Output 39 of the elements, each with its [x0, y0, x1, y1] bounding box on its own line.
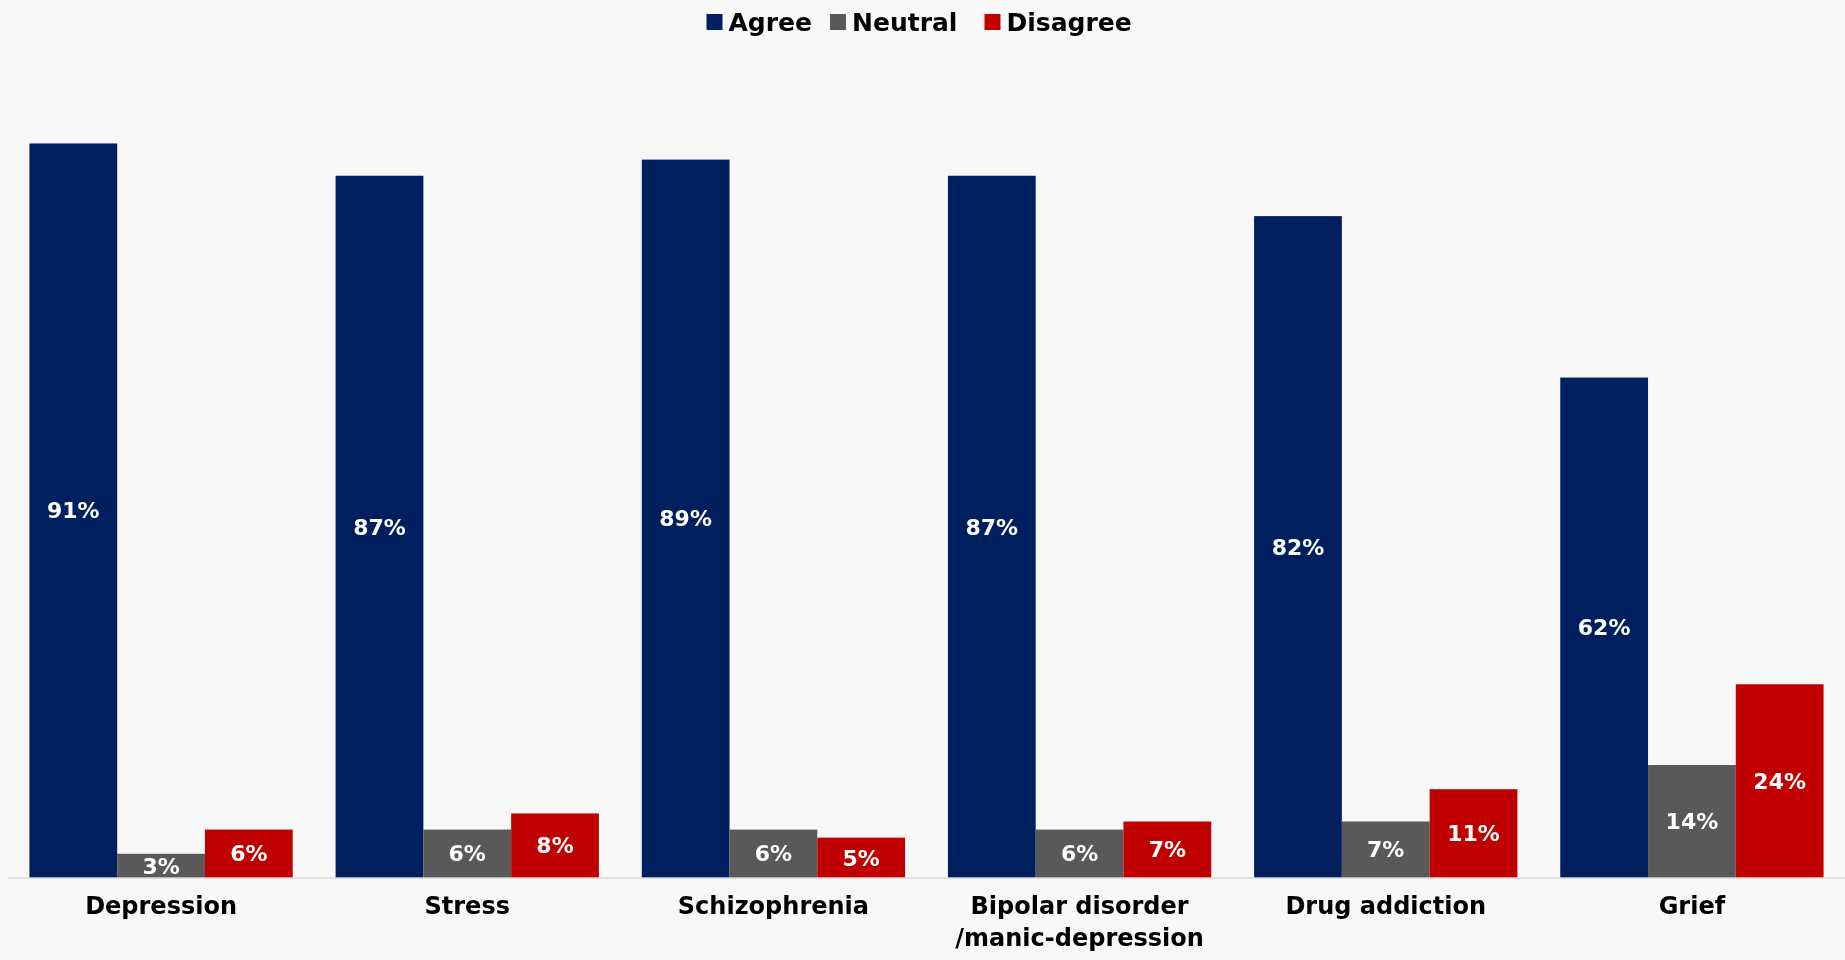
x-tick-label: Grief	[1658, 892, 1726, 920]
legend-label: Agree	[728, 7, 812, 37]
bar	[1735, 684, 1824, 878]
bar	[1560, 377, 1649, 878]
data-label: 87%	[353, 514, 406, 540]
data-label: 91%	[46, 498, 100, 524]
data-label: 62%	[1577, 615, 1631, 641]
data-label: 6%	[754, 841, 793, 867]
data-label: 7%	[1148, 837, 1187, 863]
bar	[641, 159, 730, 878]
data-label: 14%	[1665, 809, 1719, 835]
legend-label: Disagree	[1006, 7, 1132, 37]
bar	[947, 175, 1036, 878]
data-label: 89%	[659, 506, 712, 532]
data-label: 6%	[1060, 841, 1099, 867]
bar	[1254, 216, 1342, 878]
bar	[511, 813, 599, 878]
x-tick-label: Stress	[424, 892, 510, 920]
x-tick-label: Drug addiction	[1285, 892, 1487, 920]
data-label: 24%	[1753, 768, 1807, 794]
legend-label: Neutral	[852, 7, 958, 37]
data-label: 6%	[448, 841, 486, 867]
data-label: 87%	[965, 514, 1019, 540]
data-label: 6%	[230, 841, 268, 867]
data-label: 8%	[536, 833, 574, 859]
bar	[1341, 821, 1430, 878]
data-label: 3%	[142, 853, 180, 879]
bar	[1648, 764, 1736, 878]
bar	[1429, 789, 1518, 878]
bar	[29, 143, 118, 878]
data-label: 82%	[1271, 534, 1325, 560]
x-tick-label: Bipolar disorder /manic-depression	[955, 892, 1204, 952]
bar	[1123, 821, 1212, 878]
x-tick-label: Depression	[85, 892, 238, 920]
bar	[335, 175, 424, 878]
data-label: 7%	[1367, 837, 1405, 863]
data-label: 5%	[842, 845, 880, 871]
data-label: 11%	[1447, 821, 1500, 847]
x-tick-label: Schizophrenia	[677, 892, 869, 920]
